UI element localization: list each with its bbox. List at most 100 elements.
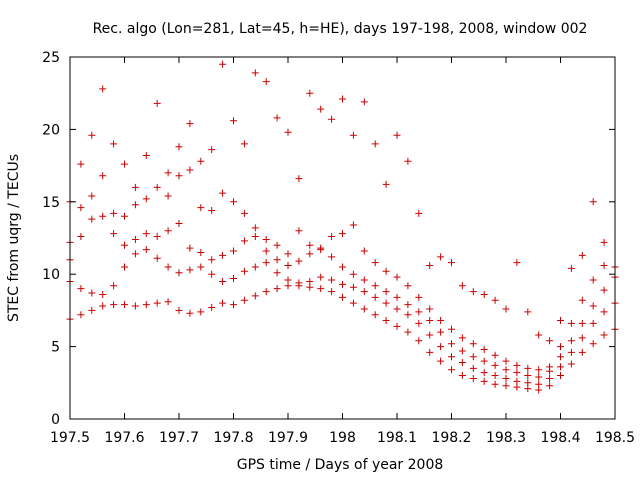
data-point [589,198,597,206]
data-point [491,372,499,380]
data-point [88,192,96,200]
data-point [142,195,150,203]
data-point [448,366,455,374]
data-point [230,247,237,255]
data-point [273,114,281,122]
y-axis-label: STEC from uqrg / TECUs [6,154,22,322]
data-point [513,361,521,369]
data-point [426,331,434,339]
data-point [426,317,434,325]
data-point [77,233,85,241]
data-point [371,282,379,290]
data-point [448,325,455,333]
data-point [448,340,455,348]
data-point [426,305,434,313]
data-point [88,306,96,314]
data-point [480,290,488,298]
data-point [240,296,248,304]
data-point [230,117,237,125]
x-tick-label: 198.3 [486,430,526,446]
x-axis-label: GPS time / Days of year 2008 [237,457,444,473]
y-tick-label: 25 [42,50,60,66]
data-point [458,359,466,367]
data-point [524,372,532,380]
data-point [240,237,248,245]
x-tick-label: 197.9 [268,430,308,446]
data-point [360,247,368,255]
data-point [557,353,564,361]
data-point [317,244,325,252]
data-point [437,317,445,325]
data-point [382,180,390,188]
data-point [175,269,183,277]
data-point [513,259,521,267]
data-point [88,131,96,139]
axes: 197.5 197.6 197.7 197.8 197.9 198 198.1 198.2 19… [42,50,635,446]
data-point [600,308,608,316]
data-point [317,285,325,293]
data-point [131,302,139,310]
data-point [437,328,445,336]
data-point [262,235,270,243]
data-point [197,157,205,165]
data-point [557,343,564,351]
data-point [426,262,434,270]
data-point [448,353,455,361]
data-point [110,230,118,238]
data-point [546,374,554,382]
data-point [208,146,216,154]
data-point [578,348,586,356]
data-point [404,311,412,319]
data-point [382,267,390,275]
data-point [458,372,466,380]
data-point [131,201,139,209]
data-point [262,288,270,296]
data-point [360,98,368,106]
data-point [600,286,608,294]
data-point [284,262,292,270]
data-point [186,120,194,128]
data-points [66,60,619,394]
data-point [251,263,259,271]
data-point [415,293,423,301]
data-point [186,244,194,252]
data-point [349,283,357,291]
data-point [339,95,346,103]
data-point [273,269,281,277]
data-point [295,227,303,235]
data-point [339,280,346,288]
data-point [339,293,346,301]
data-point [131,183,139,191]
data-point [153,254,161,262]
data-point [371,311,379,319]
data-point [99,172,107,180]
data-point [480,369,488,377]
data-point [142,246,150,254]
y-tick-label: 5 [51,340,60,356]
data-point [437,357,445,365]
data-point [208,206,216,214]
data-point [197,263,205,271]
data-point [240,209,248,217]
data-point [251,224,259,232]
data-point [600,262,608,270]
data-point [546,363,554,371]
data-point [88,289,96,297]
data-point [197,248,205,256]
x-tick-label: 198 [329,430,356,446]
data-point [99,302,107,310]
data-point [306,241,314,249]
data-point [121,301,128,309]
x-tick-label: 198.2 [431,430,471,446]
data-point [393,305,401,313]
data-point [164,298,172,306]
data-point [175,220,183,228]
data-point [197,204,205,212]
data-point [99,290,107,298]
data-point [230,275,237,283]
data-point [284,276,292,284]
data-point [393,322,401,330]
data-point [404,157,412,165]
data-point [142,301,150,309]
